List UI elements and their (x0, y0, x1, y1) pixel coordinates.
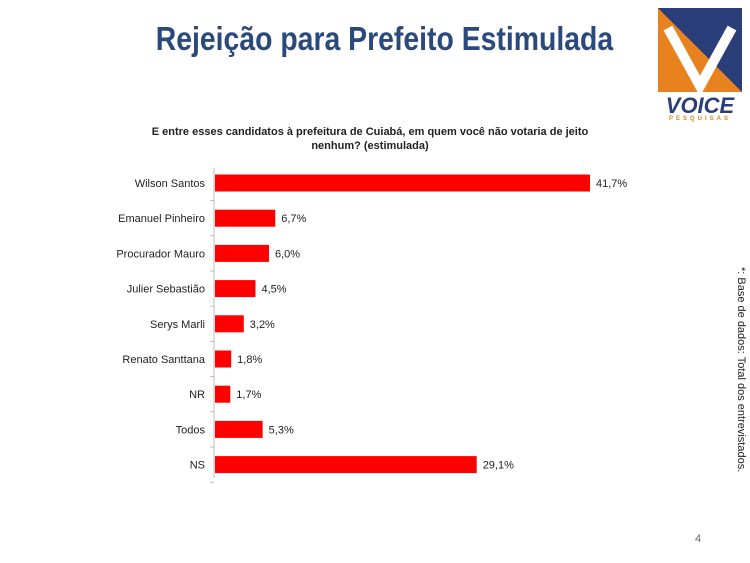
data-label: 6,0% (275, 248, 300, 260)
bar (215, 209, 276, 227)
chart-title: E entre esses candidatos à prefeitura de… (151, 126, 589, 152)
logo-v-mark (663, 25, 737, 97)
bar (215, 174, 590, 192)
category-label: NR (189, 389, 205, 401)
bar (215, 280, 256, 298)
category-label: Wilson Santos (135, 178, 206, 190)
bar (215, 420, 263, 438)
category-label: Serys Marli (150, 319, 205, 331)
data-label: 41,7% (596, 178, 627, 190)
category-label: Julier Sebastião (127, 284, 205, 296)
logo-wordmark: VOICE (665, 93, 735, 118)
category-label: Todos (176, 424, 206, 436)
data-label: 4,5% (261, 284, 286, 296)
logo-blue-triangle (658, 8, 742, 92)
bar (215, 244, 269, 262)
category-label: Procurador Mauro (116, 248, 205, 260)
data-label: 1,7% (236, 389, 261, 401)
data-label: 6,7% (281, 213, 306, 225)
category-label: Emanuel Pinheiro (118, 213, 205, 225)
bar (215, 385, 231, 403)
data-base-note: *: Base de dados: Total dos entrevistado… (735, 267, 747, 473)
bar-chart: Wilson Santos 41,7% Emanuel Pinheiro 6,7% Pr… (116, 168, 627, 483)
data-label: 1,8% (237, 354, 262, 366)
bar (215, 456, 477, 474)
category-label: NS (190, 460, 205, 472)
voice-logo (658, 8, 742, 97)
page-number: 4 (695, 533, 702, 545)
logo-subtitle: PESQUISAS (668, 116, 731, 122)
data-label: 29,1% (483, 460, 514, 472)
data-label: 3,2% (250, 319, 275, 331)
page-title: Rejeição para Prefeito Estimulada (155, 20, 614, 57)
bar (215, 315, 244, 333)
data-label: 5,3% (269, 424, 294, 436)
bar (215, 350, 232, 368)
category-label: Renato Santtana (122, 354, 205, 366)
